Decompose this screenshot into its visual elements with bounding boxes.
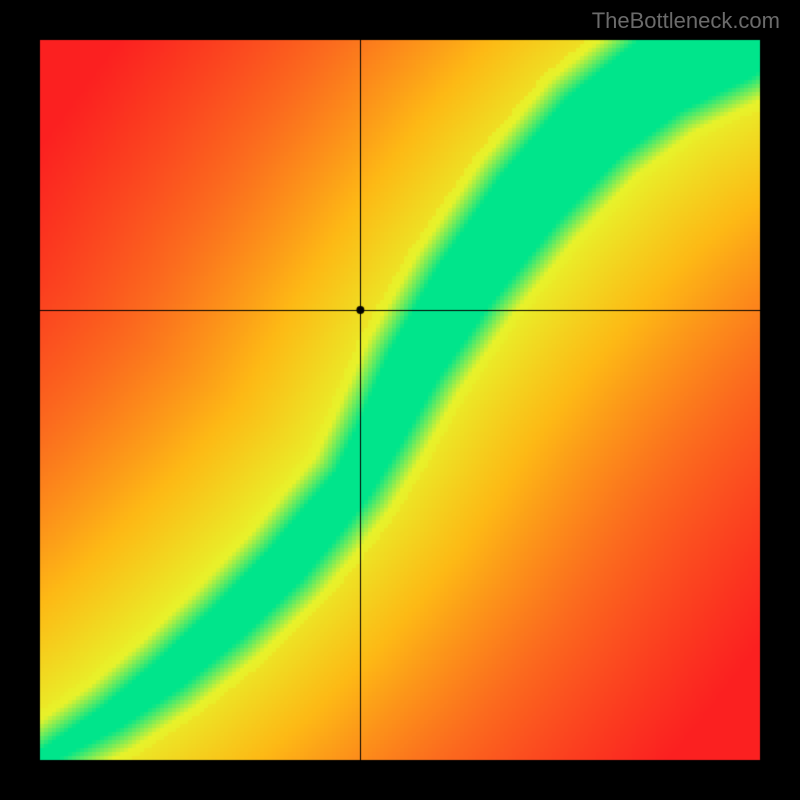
watermark-text: TheBottleneck.com bbox=[592, 8, 780, 34]
chart-container: TheBottleneck.com bbox=[0, 0, 800, 800]
bottleneck-heatmap bbox=[0, 0, 800, 800]
